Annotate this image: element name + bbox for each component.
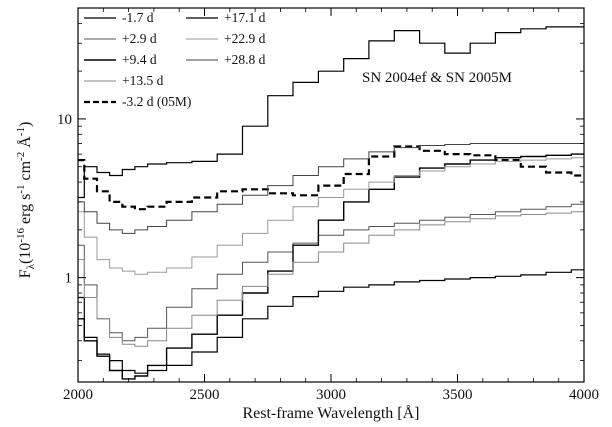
legend-label: +28.8 d bbox=[224, 52, 266, 67]
legend-label: +22.9 d bbox=[224, 31, 266, 46]
x-tick-label: 2500 bbox=[190, 387, 220, 403]
ylabel-erg: erg s bbox=[17, 194, 34, 228]
series-line-6 bbox=[78, 26, 584, 199]
ylabel-ang: Å bbox=[16, 136, 34, 152]
x-axis-label: Rest-frame Wavelength [Å] bbox=[242, 404, 419, 422]
svg-text:Fλ(10-16 erg s-1 cm-2 Å-1): Fλ(10-16 erg s-1 cm-2 Å-1) bbox=[15, 122, 37, 279]
ylabel-exp2: -1 bbox=[15, 184, 27, 193]
series-layer bbox=[78, 26, 584, 380]
legend-label: -1.7 d bbox=[122, 10, 154, 25]
ylabel-exp1: -16 bbox=[15, 228, 27, 243]
legend-label: +17.1 d bbox=[224, 10, 266, 25]
series-line-4 bbox=[78, 211, 584, 347]
series-line-1 bbox=[78, 269, 584, 374]
annotation-text: SN 2004ef & SN 2005M bbox=[362, 70, 512, 86]
legend-label: -3.2 d (05M) bbox=[122, 94, 191, 109]
x-tick-label: 3500 bbox=[443, 387, 473, 403]
ylabel-f: F bbox=[17, 269, 34, 278]
y-tick-label: 10 bbox=[57, 112, 72, 128]
ylabel-unit: (10 bbox=[17, 243, 34, 264]
ylabel-close: ) bbox=[17, 122, 34, 127]
y-tick-label: 1 bbox=[65, 271, 73, 287]
x-tick-label: 4000 bbox=[569, 387, 599, 403]
tick-layer: 2000 2500 3000 3500 4000 1 10 bbox=[57, 8, 599, 403]
ylabel-lambda: λ bbox=[25, 263, 37, 269]
series-line-3 bbox=[78, 153, 584, 380]
ylabel-cm: cm bbox=[17, 160, 34, 184]
y-axis-label: Fλ(10-16 erg s-1 cm-2 Å-1) bbox=[15, 122, 37, 279]
legend-label: +13.5 d bbox=[122, 73, 164, 88]
ylabel-exp4: -1 bbox=[15, 127, 27, 136]
ylabel-exp3: -2 bbox=[15, 152, 27, 161]
series-line-8 bbox=[78, 143, 584, 234]
legend: -1.7 d +2.9 d +9.4 d +13.5 d -3.2 d (05M) +17… bbox=[84, 10, 266, 109]
series-line-5 bbox=[78, 145, 584, 211]
x-tick-label: 2000 bbox=[63, 387, 93, 403]
series-line-7 bbox=[78, 157, 584, 275]
legend-label: +9.4 d bbox=[122, 52, 157, 67]
x-tick-label: 3000 bbox=[316, 387, 346, 403]
legend-label: +2.9 d bbox=[122, 31, 157, 46]
